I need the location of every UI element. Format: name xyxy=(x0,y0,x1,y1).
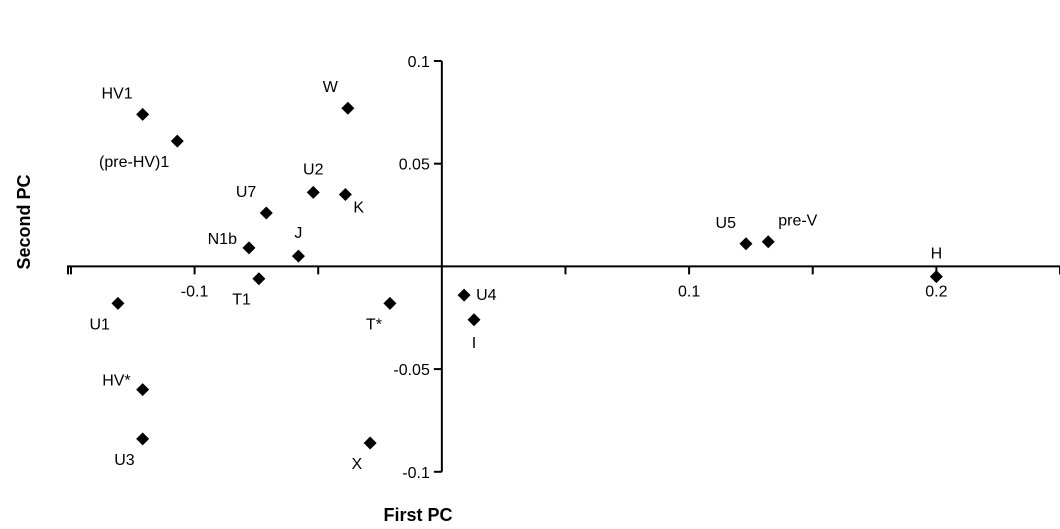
y-axis-title: Second PC xyxy=(14,174,34,269)
data-point-label: U1 xyxy=(89,316,110,333)
data-point xyxy=(383,296,397,310)
data-point xyxy=(457,288,471,302)
data-point xyxy=(252,272,266,286)
data-point-label: U7 xyxy=(236,184,257,201)
data-point-label: J xyxy=(294,225,302,242)
x-tick-label: -0.1 xyxy=(181,283,209,300)
data-point-label: W xyxy=(323,79,339,96)
data-point-label: HV* xyxy=(102,373,130,390)
y-tick-label: 0.05 xyxy=(399,157,430,174)
data-point xyxy=(338,187,352,201)
data-point xyxy=(136,107,150,121)
data-point-label: N1b xyxy=(208,231,237,248)
data-point xyxy=(306,185,320,199)
data-point xyxy=(739,237,753,251)
data-point xyxy=(136,432,150,446)
x-tick-label: 0.1 xyxy=(678,283,700,300)
data-point-label: K xyxy=(353,199,364,216)
data-point xyxy=(242,241,256,255)
data-point xyxy=(259,206,273,220)
x-tick-label: 0.2 xyxy=(925,283,947,300)
data-point-label: T* xyxy=(366,316,382,333)
data-point-label: X xyxy=(351,456,362,473)
data-point xyxy=(291,249,305,263)
data-point xyxy=(761,235,775,249)
data-point-label: U5 xyxy=(716,215,737,232)
data-point xyxy=(929,270,943,284)
x-axis-title: First PC xyxy=(383,505,452,525)
data-point-label: U4 xyxy=(476,287,497,304)
data-point-label: H xyxy=(931,246,943,263)
data-point-label: U3 xyxy=(114,452,135,469)
data-point xyxy=(170,134,184,148)
data-point-label: T1 xyxy=(232,292,251,309)
y-tick-label: -0.05 xyxy=(393,362,430,379)
y-tick-label: -0.1 xyxy=(402,465,430,482)
points-group: HV1 (pre-HV)1 W U2 U7 K N1b J T1 U1 T* U4 I HV* U3 X U5 p… xyxy=(89,79,943,473)
data-point xyxy=(363,436,377,450)
data-point-label: HV1 xyxy=(102,85,133,102)
data-point-label: (pre-HV)1 xyxy=(99,154,169,171)
ticks-group: -0.1 0.1 0.2 0.1 0.05 -0.05 -0.1 xyxy=(67,54,1060,482)
data-point xyxy=(136,383,150,397)
data-point xyxy=(111,296,125,310)
data-point-label: U2 xyxy=(303,161,324,178)
data-point xyxy=(467,313,481,327)
data-point xyxy=(341,101,355,115)
y-tick-label: 0.1 xyxy=(408,54,430,71)
data-point-label: pre-V xyxy=(778,213,817,230)
data-point-label: I xyxy=(472,335,476,352)
